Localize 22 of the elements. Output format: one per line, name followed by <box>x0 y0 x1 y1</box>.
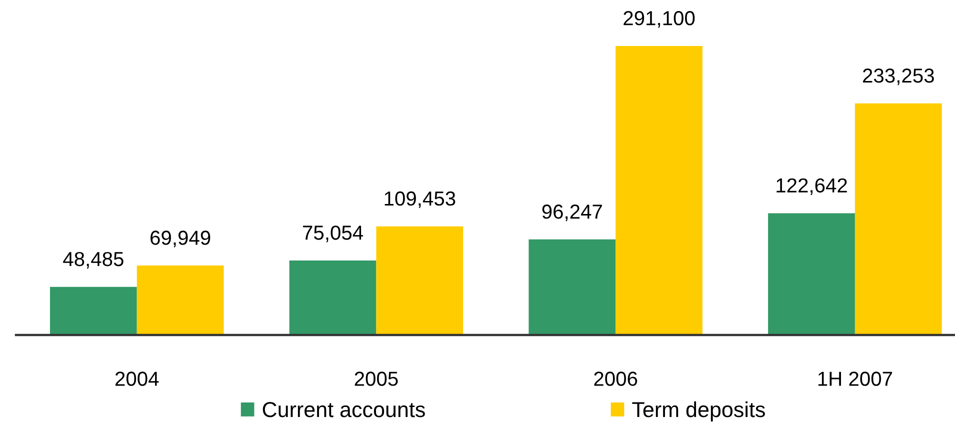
bar <box>376 226 464 335</box>
data-label: 122,642 <box>776 178 847 195</box>
legend-label: Current accounts <box>262 402 425 418</box>
data-label: 69,949 <box>150 230 210 248</box>
x-tick-label: 2006 <box>594 372 638 386</box>
x-tick-label: 2005 <box>354 372 398 386</box>
bar <box>528 239 616 335</box>
bar <box>136 266 224 335</box>
x-tick-label: 1H 2007 <box>818 372 892 386</box>
data-label: 48,485 <box>63 252 124 269</box>
x-tick-label: 2004 <box>115 372 159 386</box>
data-label: 291,100 <box>624 11 695 28</box>
data-label: 109,453 <box>384 191 456 208</box>
bar <box>768 213 855 335</box>
data-label: 96,247 <box>542 204 602 222</box>
bar <box>50 286 137 335</box>
legend-label: Term deposits <box>632 401 765 422</box>
data-label: 75,054 <box>303 226 363 242</box>
bar <box>854 103 942 335</box>
data-label: 233,253 <box>863 68 934 86</box>
bar <box>616 46 702 335</box>
bar <box>289 260 376 335</box>
